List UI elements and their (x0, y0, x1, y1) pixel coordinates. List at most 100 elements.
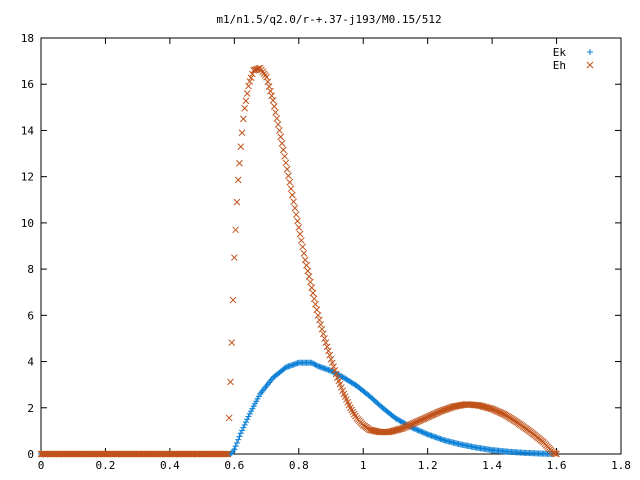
point-ek (416, 428, 423, 435)
x-tick-label: 0.4 (160, 459, 180, 472)
point-eh (265, 83, 273, 90)
point-eh (242, 97, 250, 105)
point-ek (246, 410, 253, 417)
point-eh (393, 426, 401, 434)
point-eh (278, 140, 286, 147)
point-eh (309, 289, 317, 297)
point-ek (245, 413, 252, 420)
point-eh (328, 359, 336, 367)
point-ek (242, 419, 249, 426)
point-eh (227, 378, 234, 386)
x-tick-label: 1.8 (611, 459, 631, 472)
point-eh (298, 237, 305, 244)
point-eh (386, 428, 394, 436)
point-eh (388, 427, 395, 435)
point-ek (423, 430, 430, 437)
point-eh (264, 78, 272, 86)
point-ek (239, 427, 246, 434)
point-eh (481, 403, 488, 411)
point-eh (230, 254, 238, 261)
point-eh (277, 133, 285, 141)
axis-ticks: 0 0.2 0.4 0.6 0.8 1 1.2 1.4 1.6 1.8 0 2 4 6 8 10 12 14 16 1… (21, 32, 631, 472)
point-ek (313, 362, 320, 369)
point-eh (281, 152, 288, 160)
point-ek (233, 439, 240, 446)
y-tick-label: 18 (21, 32, 34, 45)
point-ek (398, 418, 405, 425)
point-eh (477, 402, 484, 410)
point-eh (268, 92, 276, 100)
point-eh (326, 351, 334, 359)
point-eh (294, 217, 301, 225)
point-eh (390, 427, 398, 435)
point-ek (395, 416, 402, 423)
point-eh (301, 256, 309, 264)
point-eh (228, 339, 236, 346)
legend-marker-eh (586, 61, 594, 69)
series-eh (37, 64, 560, 458)
point-eh (310, 295, 318, 303)
point-eh (300, 250, 308, 257)
point-eh (318, 325, 326, 333)
point-eh (246, 78, 254, 85)
point-ek (237, 430, 244, 437)
x-tick-label: 0.8 (289, 459, 309, 472)
point-eh (267, 87, 274, 95)
point-ek (422, 430, 429, 437)
point-eh (305, 273, 313, 280)
point-eh (366, 426, 374, 434)
point-eh (553, 450, 560, 458)
point-eh (263, 73, 270, 81)
point-ek (241, 421, 248, 428)
point-eh (249, 70, 256, 78)
point-eh (478, 402, 486, 410)
point-eh (290, 198, 297, 205)
y-tick-label: 2 (27, 402, 34, 415)
point-eh (316, 316, 323, 324)
point-eh (225, 414, 233, 422)
y-tick-label: 0 (27, 448, 34, 461)
point-eh (234, 176, 242, 184)
point-ek (397, 418, 404, 425)
point-eh (370, 427, 377, 435)
point-ek (396, 417, 403, 424)
point-eh (368, 426, 376, 434)
point-eh (272, 109, 279, 116)
point-eh (299, 243, 306, 251)
point-eh (286, 178, 294, 186)
point-ek (419, 429, 426, 436)
point-eh (236, 159, 243, 167)
point-eh (282, 159, 290, 167)
point-eh (279, 146, 287, 154)
point-ek (231, 446, 238, 453)
point-eh (367, 426, 375, 434)
point-eh (325, 347, 332, 355)
point-eh (392, 426, 399, 434)
point-ek (413, 426, 420, 433)
point-eh (287, 185, 295, 193)
x-tick-label: 1 (360, 459, 367, 472)
point-eh (243, 90, 251, 97)
legend-marker-ek (587, 49, 593, 55)
point-ek (414, 426, 421, 433)
point-eh (288, 191, 296, 199)
point-ek (418, 428, 425, 435)
point-ek (312, 361, 319, 368)
x-tick-label: 1.2 (418, 459, 438, 472)
point-eh (385, 428, 393, 436)
point-eh (395, 425, 403, 433)
point-eh (247, 74, 255, 82)
point-ek (415, 427, 422, 434)
point-eh (229, 296, 237, 304)
point-eh (232, 226, 239, 234)
y-tick-label: 14 (21, 124, 35, 137)
point-ek (240, 424, 247, 431)
point-eh (295, 224, 303, 231)
point-eh (269, 97, 277, 104)
point-ek (244, 416, 251, 423)
point-eh (483, 404, 491, 411)
point-ek (308, 359, 315, 366)
point-eh (389, 427, 397, 435)
